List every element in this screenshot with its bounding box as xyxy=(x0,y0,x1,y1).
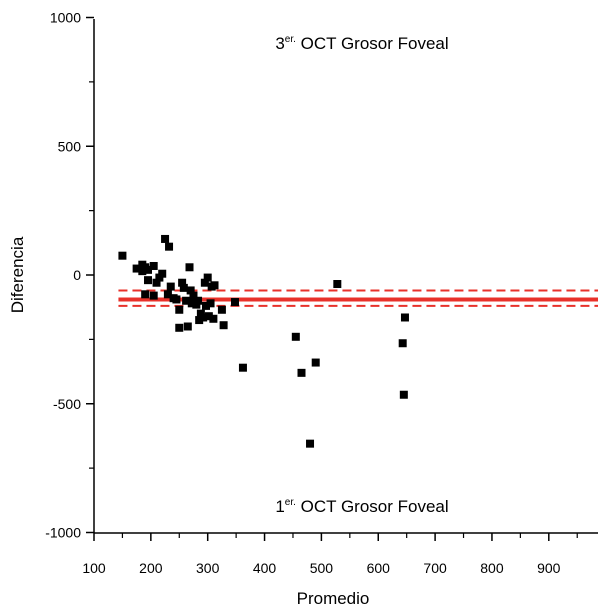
data-point xyxy=(333,280,342,289)
data-point xyxy=(149,261,158,270)
data-point xyxy=(149,291,158,300)
y-tick-label: -1000 xyxy=(45,525,81,541)
y-axis-title: Diferencia xyxy=(8,236,27,313)
x-tick-label: 800 xyxy=(480,560,504,576)
x-tick-label: 500 xyxy=(310,560,334,576)
y-tick-label: 0 xyxy=(73,267,81,283)
data-point xyxy=(186,286,195,295)
annotation-bottom: 1er. OCT Grosor Foveal xyxy=(275,497,448,516)
y-tick-label: -500 xyxy=(53,396,81,412)
data-point xyxy=(209,314,218,323)
data-point xyxy=(152,278,161,287)
x-tick-label: 100 xyxy=(82,560,106,576)
x-tick-label: 400 xyxy=(253,560,277,576)
data-point xyxy=(306,439,315,448)
x-tick-label: 300 xyxy=(196,560,220,576)
data-point xyxy=(161,234,170,243)
data-point xyxy=(172,295,181,304)
x-tick-label: 700 xyxy=(423,560,447,576)
data-point xyxy=(210,281,219,290)
data-point xyxy=(183,322,192,331)
data-point xyxy=(398,339,407,348)
data-point xyxy=(201,301,210,310)
data-point xyxy=(230,298,239,307)
data-point xyxy=(204,312,213,321)
data-point xyxy=(187,299,196,308)
data-point xyxy=(163,290,172,299)
data-point xyxy=(165,242,174,251)
x-tick-label: 600 xyxy=(367,560,391,576)
x-axis-title: Promedio xyxy=(297,589,370,606)
x-tick-label: 900 xyxy=(537,560,561,576)
data-point xyxy=(206,299,215,308)
data-point xyxy=(311,358,320,367)
data-point xyxy=(189,291,198,300)
y-tick-label: 1000 xyxy=(50,10,81,26)
data-point xyxy=(141,290,150,299)
data-point xyxy=(217,305,226,314)
data-point xyxy=(166,282,175,291)
data-point xyxy=(132,264,141,273)
annotation-top: 3er. OCT Grosor Foveal xyxy=(275,34,448,53)
data-point xyxy=(175,323,184,332)
data-point xyxy=(238,363,247,372)
data-point xyxy=(144,276,153,285)
x-tick-label: 200 xyxy=(139,560,163,576)
data-point xyxy=(118,251,127,260)
data-point xyxy=(399,390,408,399)
data-point xyxy=(144,265,153,274)
data-points xyxy=(118,234,409,448)
data-point xyxy=(199,313,208,322)
data-point xyxy=(297,368,306,377)
data-point xyxy=(185,263,194,272)
data-point xyxy=(203,273,212,282)
data-point xyxy=(178,278,187,287)
data-point xyxy=(291,332,300,341)
axes: 1000 500 0 -500 -1000 100 200 300 400 500 600 700 80… xyxy=(45,10,598,576)
data-point xyxy=(194,296,203,305)
data-point xyxy=(219,321,228,330)
data-point xyxy=(200,278,209,287)
data-point xyxy=(400,313,409,322)
y-tick-label: 500 xyxy=(58,138,82,154)
data-point xyxy=(175,305,184,314)
data-point xyxy=(182,296,191,305)
data-point xyxy=(158,269,167,278)
data-point xyxy=(179,283,188,292)
